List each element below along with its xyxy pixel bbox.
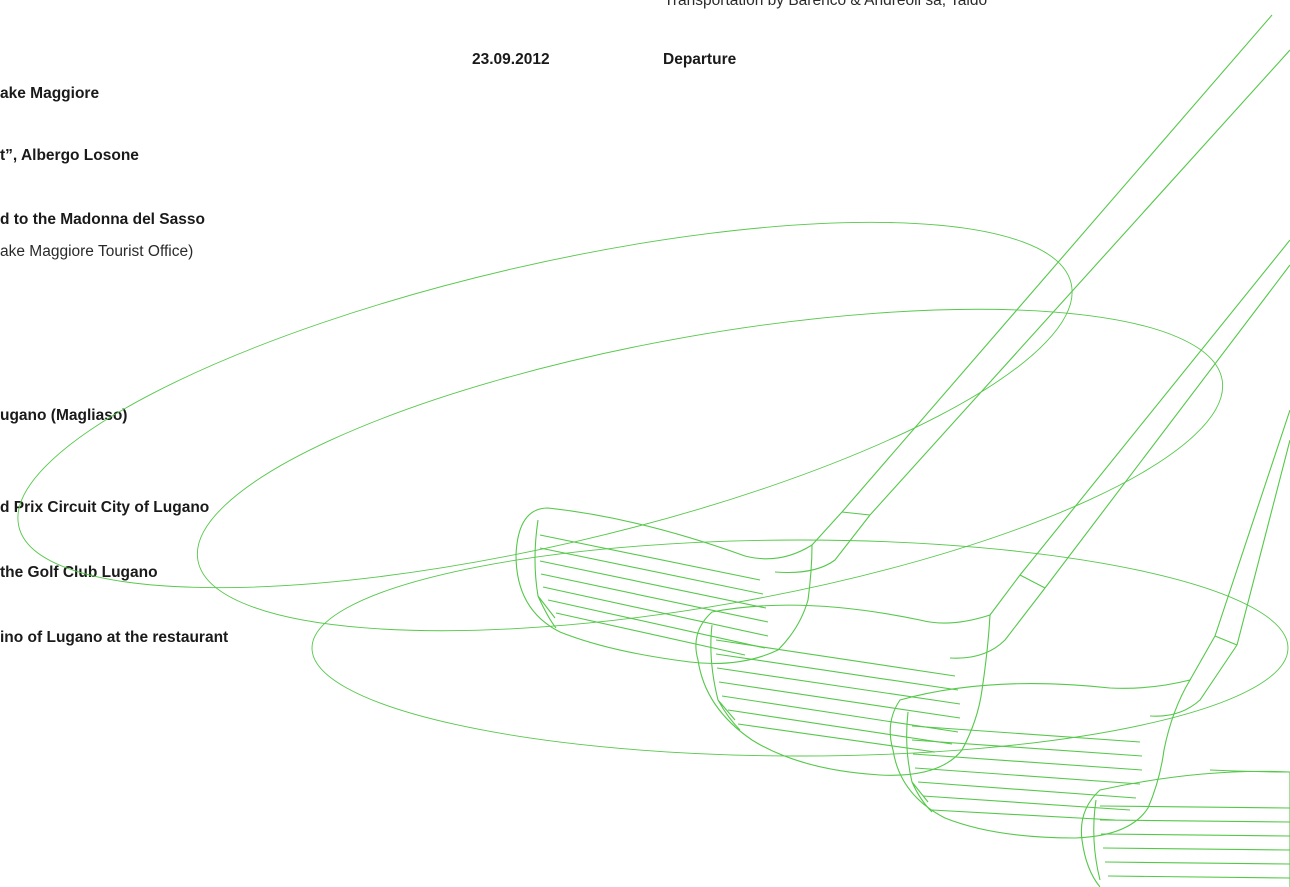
itinerary-item: d Prix Circuit City of Lugano <box>0 499 210 516</box>
itinerary-item-note: ake Maggiore Tourist Office) <box>0 243 194 260</box>
itinerary-item: ugano (Magliaso) <box>0 407 128 424</box>
itinerary-item: t”, Albergo Losone <box>0 147 139 164</box>
itinerary-item: ake Maggiore <box>0 85 100 102</box>
itinerary-item: d to the Madonna del Sasso <box>0 211 205 228</box>
itinerary-item: the Golf Club Lugano <box>0 564 158 581</box>
departure-label: Departure <box>663 51 737 68</box>
itinerary-item: ino of Lugano at the restaurant <box>0 629 229 646</box>
departure-date: 23.09.2012 <box>472 51 550 68</box>
transport-note: Transportation by Barenco & Andreoli sa,… <box>664 0 988 9</box>
